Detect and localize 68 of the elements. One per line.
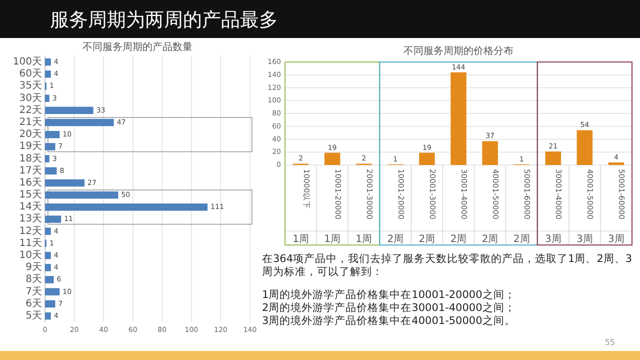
bar (45, 106, 94, 114)
bar (545, 151, 562, 165)
bar (45, 276, 54, 284)
text: 2周的境外游学产品价格集中在30001-40000之间； (262, 301, 516, 314)
y-tick-label: 19天 (19, 141, 42, 152)
bar (45, 204, 208, 211)
bar (45, 167, 57, 174)
y-tick-label: 7天 (26, 286, 42, 298)
text: 3周 (608, 234, 624, 245)
y-tick-label: 35天 (19, 80, 42, 92)
text: 55 (604, 338, 615, 347)
chart-title: 不同服务周期的价格分布 (404, 45, 514, 57)
y-tick-label: 9天 (26, 262, 42, 274)
text: 服务周期为两周的产品最多 (50, 9, 278, 31)
y-tick-label: 5天 (26, 310, 42, 322)
y-tick-label: 17天 (19, 165, 42, 176)
text: 3周 (544, 234, 562, 245)
y-tick-label: 11天 (19, 238, 42, 249)
text: 2周 (482, 234, 498, 245)
bar (45, 264, 51, 272)
bar (45, 155, 50, 162)
text: 3周的境外游学产品价格集中在40001-50000之间。 (262, 314, 516, 327)
bar (45, 70, 51, 78)
text: 2周 (418, 234, 436, 245)
y-tick-label: 8天 (26, 274, 42, 286)
bar (324, 152, 340, 165)
text: 在364项产品中，我们去掉了服务天数比较零散的产品，选取了1周、2周、3周为标准，可以了解到： (262, 252, 632, 278)
text: 2周 (450, 234, 467, 245)
bar (45, 312, 51, 320)
y-tick-label: 20天 (19, 129, 42, 140)
bar (482, 141, 498, 165)
y-tick-label: 60天 (19, 68, 42, 80)
bar (45, 216, 62, 223)
bar (576, 130, 593, 165)
y-tick-label: 12天 (19, 226, 42, 237)
text: 1周 (356, 234, 372, 245)
bar (450, 72, 466, 165)
y-tick-label: 14天 (19, 202, 42, 213)
y-tick-label: 16天 (19, 177, 42, 188)
text: 3周 (576, 234, 593, 245)
y-tick-label: 22天 (19, 104, 42, 116)
text: 2周 (513, 234, 530, 245)
y-tick-label: 100天 (12, 56, 42, 68)
y-tick-label: 6天 (26, 298, 42, 310)
bar (45, 191, 118, 199)
chart-title: 不同服务周期的产品数量 (82, 41, 192, 53)
bar (45, 252, 51, 260)
text: 1周 (324, 234, 341, 245)
bar (45, 179, 85, 187)
text: 2周 (387, 234, 404, 245)
bar (45, 300, 56, 308)
bar (45, 58, 51, 66)
bar (45, 118, 114, 126)
bar (45, 143, 56, 150)
bar (608, 162, 624, 165)
bar (419, 152, 435, 165)
bar (45, 288, 60, 296)
y-tick-label: 18天 (19, 153, 42, 164)
text: 1周的境外游学产品价格集中在10001-20000之间； (262, 288, 516, 301)
bar (45, 94, 50, 102)
y-tick-label: 21天 (19, 117, 42, 128)
bar (45, 228, 51, 235)
bar (45, 130, 60, 138)
y-tick-label: 15天 (19, 190, 42, 201)
text: 1周 (292, 234, 309, 245)
y-tick-label: 10天 (19, 250, 42, 261)
y-tick-label: 30天 (19, 92, 42, 104)
y-tick-label: 13天 (19, 214, 42, 225)
